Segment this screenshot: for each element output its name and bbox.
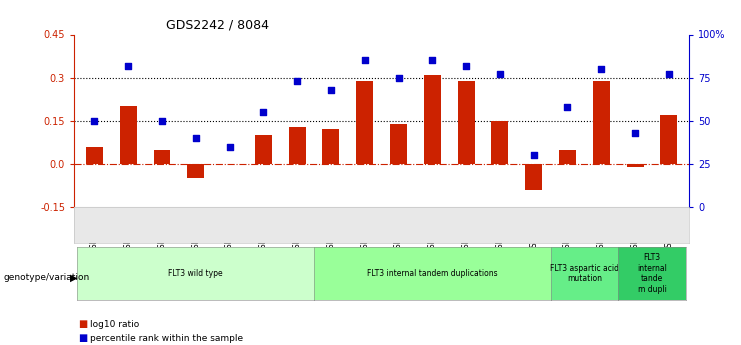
Text: genotype/variation: genotype/variation xyxy=(4,273,90,282)
Point xyxy=(122,63,134,68)
Bar xyxy=(322,129,339,164)
Point xyxy=(156,118,168,124)
Bar xyxy=(86,147,103,164)
Point xyxy=(494,71,506,77)
Text: ▶: ▶ xyxy=(70,273,78,283)
Bar xyxy=(627,164,643,167)
Point xyxy=(629,130,641,136)
Text: FLT3 wild type: FLT3 wild type xyxy=(168,269,223,278)
Text: ■: ■ xyxy=(78,333,87,343)
Point xyxy=(325,87,337,92)
Bar xyxy=(289,127,305,164)
Bar xyxy=(559,149,576,164)
Point xyxy=(393,75,405,80)
Point xyxy=(190,135,202,141)
Text: FLT3 internal tandem duplications: FLT3 internal tandem duplications xyxy=(367,269,498,278)
Bar xyxy=(593,80,610,164)
Text: percentile rank within the sample: percentile rank within the sample xyxy=(90,334,244,343)
Text: GDS2242 / 8084: GDS2242 / 8084 xyxy=(166,19,270,32)
Point xyxy=(291,78,303,84)
Text: log10 ratio: log10 ratio xyxy=(90,320,139,329)
Point xyxy=(257,109,269,115)
Bar xyxy=(660,115,677,164)
Bar xyxy=(525,164,542,190)
Bar xyxy=(491,121,508,164)
Bar xyxy=(356,80,373,164)
Text: ■: ■ xyxy=(78,319,87,329)
Point xyxy=(595,66,607,72)
Bar xyxy=(187,164,205,178)
Point xyxy=(88,118,100,124)
Point xyxy=(426,58,438,63)
Point xyxy=(224,144,236,149)
Point xyxy=(460,63,472,68)
Point xyxy=(359,58,370,63)
Point xyxy=(663,71,675,77)
Point xyxy=(562,104,574,110)
Text: FLT3 aspartic acid
mutation: FLT3 aspartic acid mutation xyxy=(550,264,619,283)
Bar xyxy=(424,75,441,164)
Bar xyxy=(390,124,407,164)
Text: FLT3
internal
tande
m dupli: FLT3 internal tande m dupli xyxy=(637,253,667,294)
Bar xyxy=(120,106,136,164)
Bar xyxy=(458,80,474,164)
Point xyxy=(528,152,539,158)
Bar xyxy=(153,149,170,164)
Bar xyxy=(255,135,272,164)
